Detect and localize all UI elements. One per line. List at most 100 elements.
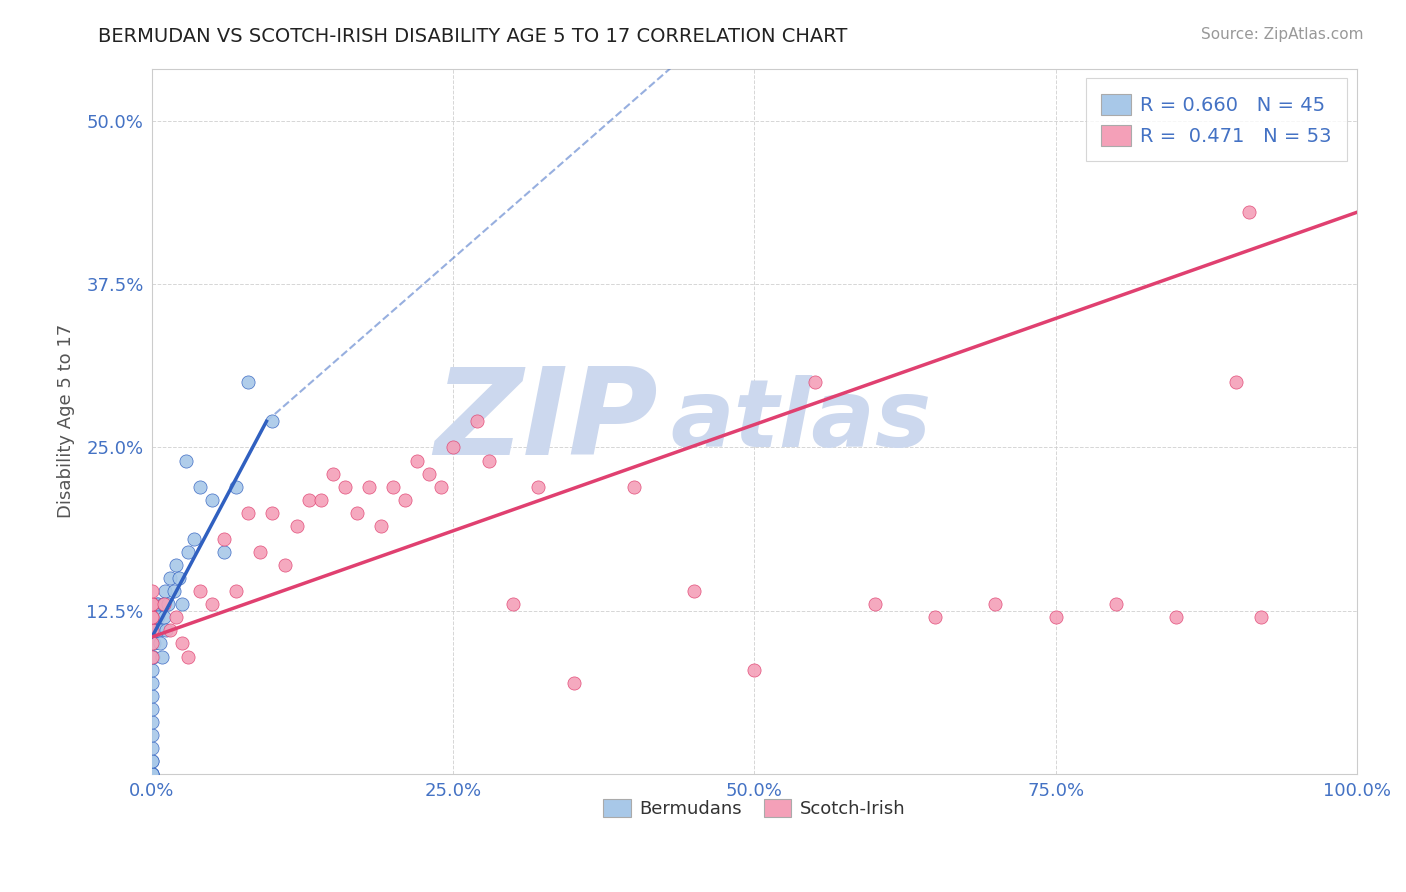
Point: [333, 480, 356, 494]
Point: [145, 624, 167, 638]
Point: [165, 610, 187, 624]
Point: [1105, 597, 1128, 611]
Text: BERMUDAN VS SCOTCH-IRISH DISABILITY AGE 5 TO 17 CORRELATION CHART: BERMUDAN VS SCOTCH-IRISH DISABILITY AGE …: [98, 27, 848, 45]
Point: [285, 519, 308, 533]
Point: [141, 728, 163, 742]
Point: [298, 492, 321, 507]
Point: [623, 480, 645, 494]
Point: [141, 767, 163, 781]
Point: [322, 467, 344, 481]
Point: [143, 624, 166, 638]
Text: atlas: atlas: [671, 376, 931, 467]
Point: [141, 610, 163, 624]
Point: [562, 675, 585, 690]
Point: [142, 649, 165, 664]
Point: [418, 467, 440, 481]
Point: [172, 636, 194, 650]
Point: [167, 571, 190, 585]
Point: [146, 610, 169, 624]
Point: [155, 624, 177, 638]
Point: [141, 663, 163, 677]
Point: [478, 453, 501, 467]
Point: [156, 597, 179, 611]
Point: [146, 597, 169, 611]
Point: [146, 610, 169, 624]
Point: [141, 597, 163, 611]
Point: [143, 636, 166, 650]
Point: [502, 597, 524, 611]
Point: [744, 663, 766, 677]
Point: [346, 506, 368, 520]
Point: [141, 741, 163, 756]
Point: [1225, 375, 1247, 389]
Point: [394, 492, 416, 507]
Point: [382, 480, 405, 494]
Point: [309, 492, 332, 507]
Point: [141, 767, 163, 781]
Point: [526, 480, 548, 494]
Text: Source: ZipAtlas.com: Source: ZipAtlas.com: [1201, 27, 1364, 42]
Point: [163, 584, 186, 599]
Point: [142, 636, 165, 650]
Point: [141, 767, 163, 781]
Point: [141, 754, 163, 768]
Point: [1237, 205, 1260, 219]
Point: [262, 506, 284, 520]
Point: [225, 584, 247, 599]
Point: [357, 480, 380, 494]
Point: [467, 414, 489, 428]
Point: [141, 624, 163, 638]
Point: [177, 649, 200, 664]
Point: [249, 545, 271, 559]
Point: [201, 597, 224, 611]
Point: [183, 532, 205, 546]
Point: [141, 597, 163, 611]
Point: [441, 441, 464, 455]
Point: [153, 610, 176, 624]
Point: [430, 480, 453, 494]
Point: [174, 453, 197, 467]
Point: [141, 584, 163, 599]
Point: [273, 558, 295, 572]
Point: [145, 610, 167, 624]
Legend: Bermudans, Scotch-Irish: Bermudans, Scotch-Irish: [596, 791, 912, 825]
Point: [1166, 610, 1188, 624]
Point: [238, 506, 260, 520]
Point: [141, 754, 163, 768]
Point: [201, 492, 224, 507]
Y-axis label: Disability Age 5 to 17: Disability Age 5 to 17: [58, 324, 75, 518]
Point: [153, 597, 176, 611]
Point: [141, 689, 163, 703]
Point: [148, 624, 170, 638]
Point: [150, 649, 173, 664]
Point: [146, 597, 169, 611]
Point: [141, 610, 163, 624]
Point: [262, 414, 284, 428]
Point: [188, 480, 211, 494]
Point: [141, 714, 163, 729]
Point: [406, 453, 429, 467]
Point: [225, 480, 247, 494]
Point: [177, 545, 200, 559]
Point: [683, 584, 706, 599]
Point: [172, 597, 194, 611]
Point: [159, 571, 181, 585]
Point: [141, 649, 163, 664]
Point: [141, 767, 163, 781]
Point: [984, 597, 1007, 611]
Point: [165, 558, 187, 572]
Point: [214, 532, 236, 546]
Point: [188, 584, 211, 599]
Point: [863, 597, 886, 611]
Point: [155, 584, 177, 599]
Point: [141, 675, 163, 690]
Text: ZIP: ZIP: [434, 363, 658, 480]
Point: [159, 624, 181, 638]
Point: [370, 519, 392, 533]
Point: [149, 636, 172, 650]
Point: [152, 597, 174, 611]
Point: [924, 610, 946, 624]
Point: [1250, 610, 1272, 624]
Point: [141, 636, 163, 650]
Point: [238, 375, 260, 389]
